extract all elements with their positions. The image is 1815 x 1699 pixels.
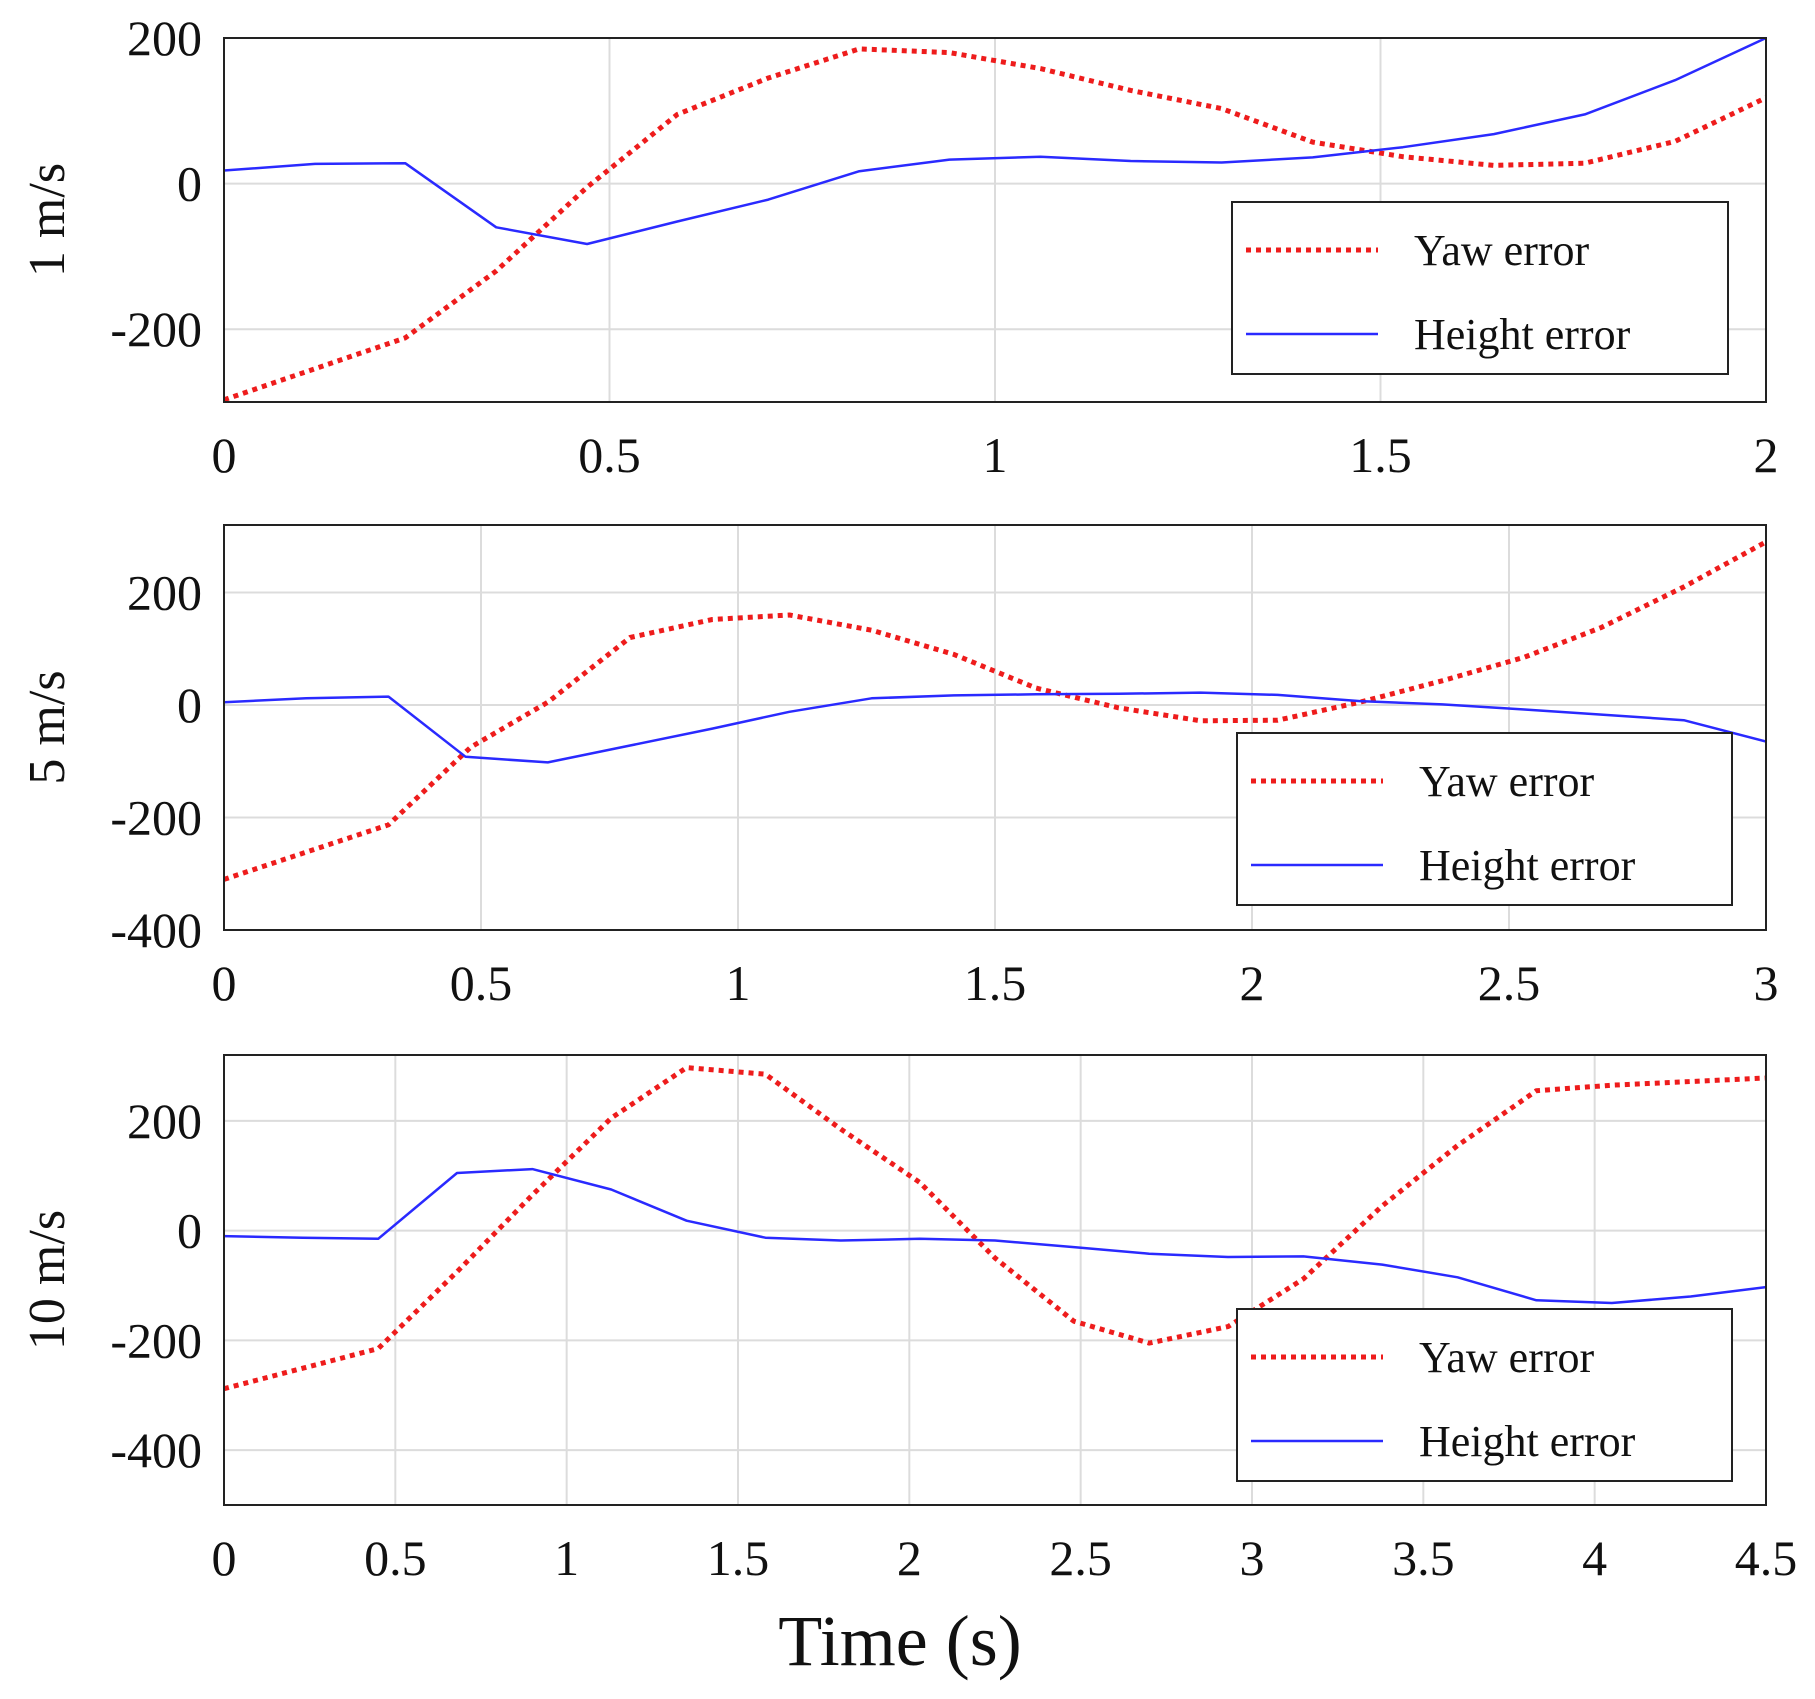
yaw-error-line <box>224 1065 1766 1392</box>
x-tick-label: 3 <box>1754 955 1779 1011</box>
y-tick-label: -400 <box>110 902 202 958</box>
legend-height-label: Height error <box>1419 1417 1636 1466</box>
legend: Yaw error Height error <box>1231 201 1729 375</box>
legend: Yaw error Height error <box>1236 732 1733 906</box>
height-error-line <box>224 1167 1766 1305</box>
y-tick-label: 200 <box>127 10 202 66</box>
chart-panel-1: 0 0.5 1 1.5 2 -200 0 200 1 m/s Yaw error Height er… <box>19 10 1779 483</box>
x-tick-label: 2.5 <box>1049 1530 1112 1586</box>
x-tick-label: 1.5 <box>964 955 1027 1011</box>
x-tick-label: 0 <box>212 1530 237 1586</box>
y-tick-label: 0 <box>177 677 202 733</box>
legend-yaw-label: Yaw error <box>1414 226 1590 275</box>
x-tick-label: 3.5 <box>1392 1530 1455 1586</box>
x-tick-label: 1.5 <box>1349 427 1412 483</box>
height-error-line <box>224 36 1766 246</box>
y-axis-label: 10 m/s <box>19 1210 76 1350</box>
legend-yaw-label: Yaw error <box>1419 1333 1595 1382</box>
y-tick-label: 200 <box>127 565 202 621</box>
y-tick-label: -200 <box>110 301 202 357</box>
y-tick-label: 0 <box>177 1203 202 1259</box>
x-tick-label: 0.5 <box>364 1530 427 1586</box>
x-tick-label: 4.5 <box>1735 1530 1798 1586</box>
chart-panel-2: 0 0.5 1 1.5 2 2.5 3 -400 -200 0 200 5 m/s Yaw error H… <box>19 524 1779 1011</box>
x-tick-label: 1.5 <box>707 1530 770 1586</box>
x-tick-label: 2 <box>1754 427 1779 483</box>
legend-yaw-label: Yaw error <box>1419 757 1595 806</box>
x-tick-label: 1 <box>726 955 751 1011</box>
y-tick-label: -200 <box>110 790 202 846</box>
legend: Yaw error Height error <box>1236 1308 1733 1482</box>
x-tick-label: 3 <box>1240 1530 1265 1586</box>
legend-box <box>1231 201 1729 375</box>
chart-panel-3: 0 0.5 1 1.5 2 2.5 3 3.5 4 4.5 -400 -200 0 200 10 m/s Ya… <box>19 1054 1798 1586</box>
legend-box <box>1236 732 1733 906</box>
x-tick-label: 0 <box>212 955 237 1011</box>
axes-frame <box>223 1054 1767 1506</box>
y-tick-label: 0 <box>177 156 202 212</box>
axes-frame <box>223 524 1767 931</box>
x-tick-label: 4 <box>1582 1530 1607 1586</box>
legend-height-label: Height error <box>1419 841 1636 890</box>
legend-height-label: Height error <box>1414 310 1631 359</box>
x-tick-label: 1 <box>983 427 1008 483</box>
x-tick-label: 0.5 <box>450 955 513 1011</box>
yaw-error-line <box>224 46 1766 403</box>
x-tick-label: 0.5 <box>578 427 641 483</box>
y-tick-label: -400 <box>110 1422 202 1478</box>
y-tick-label: 200 <box>127 1093 202 1149</box>
x-tick-label: 0 <box>212 427 237 483</box>
x-tick-label: 2 <box>897 1530 922 1586</box>
x-axis-label: Time (s) <box>778 1601 1021 1681</box>
y-tick-label: -200 <box>110 1312 202 1368</box>
legend-box <box>1236 1308 1733 1482</box>
y-axis-label: 5 m/s <box>19 670 76 784</box>
height-error-line <box>224 691 1766 764</box>
x-tick-label: 2 <box>1240 955 1265 1011</box>
x-tick-label: 1 <box>554 1530 579 1586</box>
axes-frame <box>223 37 1767 403</box>
y-axis-label: 1 m/s <box>19 163 76 277</box>
x-tick-label: 2.5 <box>1478 955 1541 1011</box>
